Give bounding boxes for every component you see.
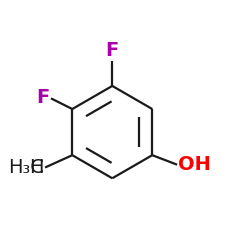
Text: H₃C: H₃C [8,158,44,177]
Text: H: H [30,158,44,177]
Text: F: F [36,88,49,108]
Text: OH: OH [178,155,211,174]
Text: F: F [106,41,119,60]
